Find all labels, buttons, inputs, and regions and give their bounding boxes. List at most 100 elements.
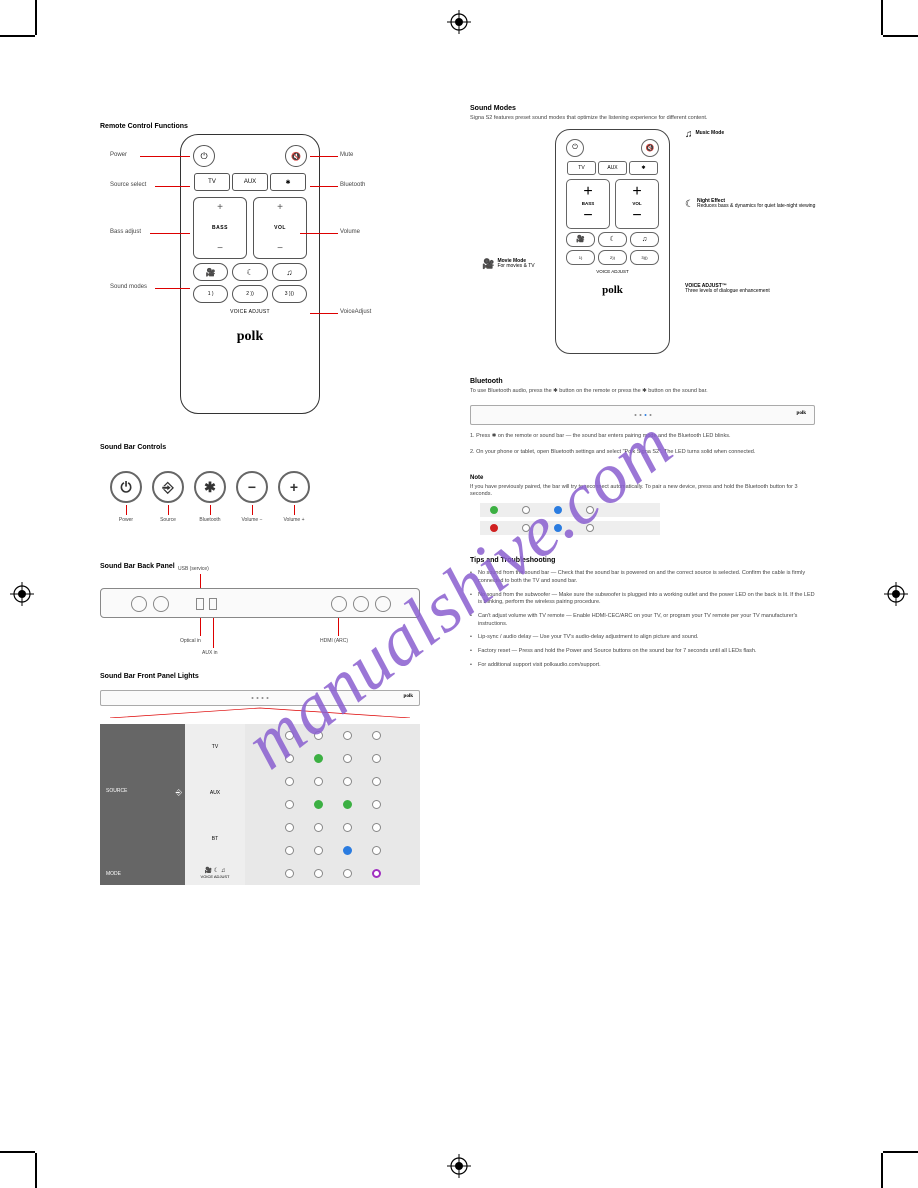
registration-mark-icon	[10, 582, 34, 606]
power-icon: ⏻	[110, 471, 142, 503]
callout-line	[155, 186, 190, 187]
sb-power-button: ⏻Power	[110, 471, 142, 523]
callout-bracket	[100, 706, 420, 718]
registration-mark-icon	[884, 582, 908, 606]
callout-volume: Volume	[340, 229, 360, 235]
table-row-label: AUX	[185, 770, 245, 816]
bt-led-row	[480, 503, 660, 517]
music-mode-callout: ♫ Music Mode	[685, 129, 724, 140]
bluetooth-intro: To use Bluetooth audio, press the ✱ butt…	[470, 388, 820, 396]
led-indicator-table: SOURCE ⎆ TV AUX BT MODE 🎥 ☾ ♫VOICE ADJUS…	[100, 724, 420, 885]
voiceadjust-1: 1)	[566, 250, 595, 265]
aux-button: AUX	[232, 173, 268, 191]
bluetooth-step-1: 1. Press ✱ on the remote or sound bar — …	[470, 433, 820, 441]
tip-item: Lip-sync / audio delay — Use your TV's a…	[470, 634, 820, 642]
callout-line	[300, 233, 338, 234]
source-icon: ⎆	[152, 471, 184, 503]
bluetooth-icon: ✱	[194, 471, 226, 503]
speaker-grille-icon	[153, 596, 169, 612]
polk-logo: polk	[404, 694, 413, 699]
port-icon	[196, 598, 204, 610]
callout-modes: Sound modes	[110, 284, 147, 290]
bluetooth-icon: ✱	[270, 173, 306, 191]
polk-logo: polk	[193, 329, 307, 345]
callout-line	[338, 618, 339, 636]
bluetooth-icon: ✱	[553, 388, 558, 394]
table-category: SOURCE ⎆	[100, 724, 185, 862]
port-icon	[331, 596, 347, 612]
callout-aux: AUX in	[202, 650, 218, 656]
polk-logo: polk	[566, 284, 659, 296]
night-icon: ☾	[685, 199, 694, 210]
sb-controls-heading: Sound Bar Controls	[100, 444, 440, 451]
note-heading: Note	[470, 475, 820, 481]
remote-control-diagram: ⏻ 🔇 TV AUX ✱ + BASS − + VOL	[180, 134, 320, 414]
bluetooth-icon: ✱	[629, 161, 658, 175]
callout-line	[200, 618, 201, 636]
voiceadjust-callout: VOICE ADJUST™Three levels of dialogue en…	[685, 284, 770, 295]
bluetooth-heading: Bluetooth	[470, 378, 820, 385]
mute-icon: 🔇	[641, 139, 659, 157]
movie-mode-callout: 🎥 Movie ModeFor movies & TV	[482, 259, 535, 270]
power-icon: ⏻	[193, 145, 215, 167]
led-row	[245, 816, 420, 839]
movie-icon: 🎥	[482, 259, 494, 270]
led-row	[245, 770, 420, 793]
callout-bluetooth: Bluetooth	[340, 182, 365, 188]
mode-icons: 🎥 ☾ ♫VOICE ADJUST	[185, 862, 245, 885]
sb-volume-up-button: +Volume +	[278, 471, 310, 523]
callout-line	[200, 574, 201, 588]
bt-led-row	[480, 521, 660, 535]
callout-line	[310, 313, 338, 314]
soundbar-front-bluetooth: polk	[470, 405, 815, 425]
polk-logo: polk	[797, 411, 806, 416]
led-row	[245, 724, 420, 747]
callout-line	[140, 156, 190, 157]
callout-line	[150, 233, 190, 234]
callout-bass: Bass adjust	[110, 229, 141, 235]
left-column: Remote Control Functions ⏻ 🔇 TV AUX ✱ + …	[100, 105, 440, 885]
crop-mark	[35, 0, 37, 35]
led-row	[245, 862, 420, 885]
minus-icon: −	[236, 471, 268, 503]
night-mode-callout: ☾ Night EffectReduces bass & dynamics fo…	[685, 199, 815, 210]
table-row-label: TV	[185, 724, 245, 770]
tip-item: No sound from the subwoofer — Make sure …	[470, 592, 820, 607]
led-row	[245, 793, 420, 816]
note-text: If you have previously paired, the bar w…	[470, 484, 820, 499]
voiceadjust-2: 2))	[598, 250, 627, 265]
movie-mode-icon: 🎥	[193, 263, 228, 281]
music-mode-icon: ♫	[272, 263, 307, 281]
callout-optical: Optical in	[180, 638, 201, 644]
front-lights-heading: Sound Bar Front Panel Lights	[100, 673, 440, 680]
mute-icon: 🔇	[285, 145, 307, 167]
led-row	[245, 747, 420, 770]
speaker-grille-icon	[131, 596, 147, 612]
crop-mark	[881, 1153, 883, 1188]
table-category: MODE	[100, 862, 185, 885]
sb-volume-down-button: −Volume −	[236, 471, 268, 523]
voiceadjust-2: 2 ))	[232, 285, 267, 303]
voice-adjust-label: VOICE ADJUST	[193, 309, 307, 315]
back-panel-heading: Sound Bar Back Panel	[100, 563, 440, 570]
plus-icon: +	[278, 471, 310, 503]
tip-item: No sound from the sound bar — Check that…	[470, 570, 820, 585]
led-row	[245, 839, 420, 862]
night-mode-icon: ☾	[598, 232, 627, 247]
crop-mark	[0, 1151, 35, 1153]
crop-mark	[881, 0, 883, 35]
bluetooth-icon: ✱	[492, 433, 497, 439]
crop-mark	[0, 35, 35, 37]
bass-rocker: + BASS −	[193, 197, 247, 259]
bluetooth-icon: ✱	[642, 388, 647, 394]
night-mode-icon: ☾	[232, 263, 267, 281]
tips-list: No sound from the sound bar — Check that…	[470, 570, 820, 669]
sb-bluetooth-button: ✱Bluetooth	[194, 471, 226, 523]
power-icon: ⏻	[566, 139, 584, 157]
tv-button: TV	[194, 173, 230, 191]
registration-mark-icon	[447, 1154, 471, 1178]
music-icon: ♫	[685, 129, 693, 140]
voice-adjust-label: VOICE ADJUST	[566, 269, 659, 274]
callout-source: Source select	[110, 182, 146, 188]
tips-heading: Tips and Troubleshooting	[470, 557, 820, 564]
